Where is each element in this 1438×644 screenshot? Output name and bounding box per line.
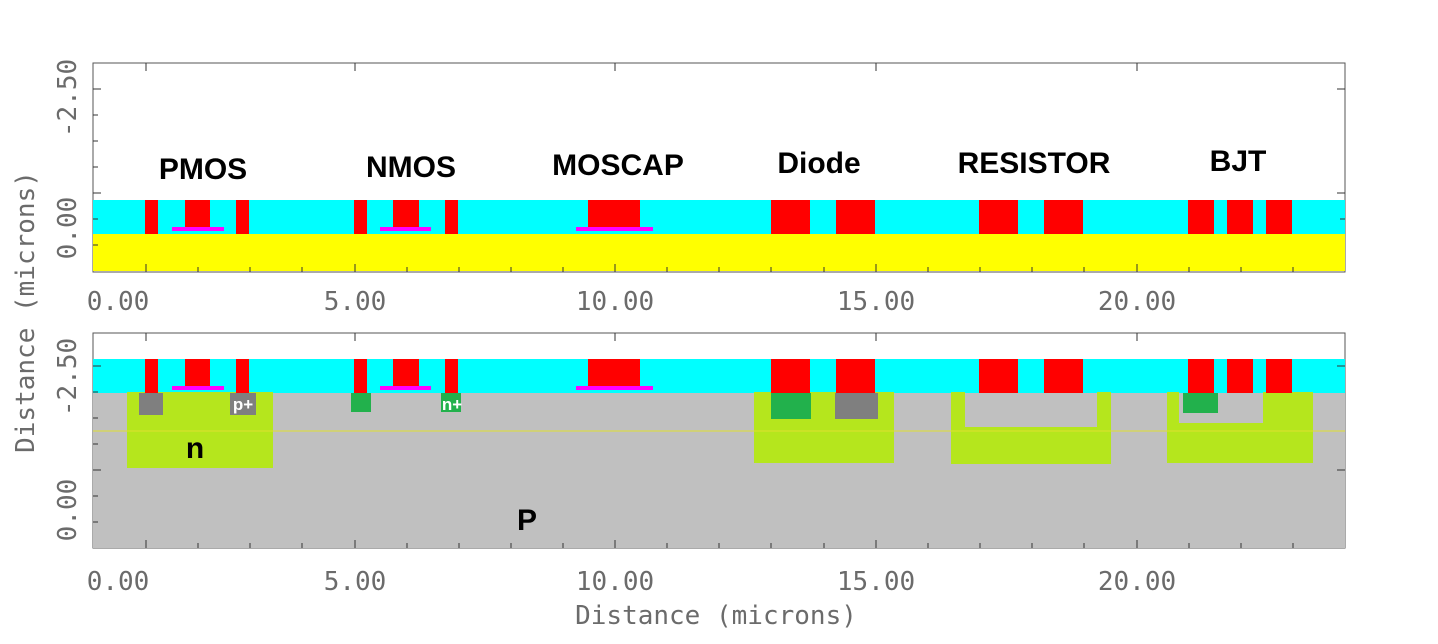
diode-contact-1: [771, 200, 810, 234]
bjt-contact-3: [1266, 200, 1292, 234]
b-pmos-drain-contact: [236, 359, 249, 393]
pmos-p-plus-source: [139, 393, 163, 415]
device-label-bjt: BJT: [1210, 145, 1267, 178]
bottom-x-tick-4: 20.00: [1098, 567, 1176, 597]
b-pmos-gate-oxide: [172, 386, 224, 390]
nmos-gate: [393, 200, 419, 228]
top-panel: PMOS NMOS MOSCAP Diode RESISTOR BJT: [53, 59, 1346, 317]
region-label-n-plus: n+: [442, 395, 462, 414]
bjt-contact-2: [1227, 200, 1253, 234]
b-bjt-contact-1: [1188, 359, 1214, 393]
moscap-gate: [588, 200, 640, 228]
bottom-substrate: [93, 392, 1345, 548]
bottom-y-tick-1: 0.00: [53, 479, 83, 542]
bottom-panel: n P p+ n+ 0.00: [53, 332, 1346, 597]
top-substrate-layer: [93, 234, 1345, 271]
nmos-source-contact: [354, 200, 367, 234]
device-label-diode: Diode: [777, 147, 860, 180]
b-bjt-contact-3: [1266, 359, 1292, 393]
top-y-tick-1: 0.00: [53, 197, 83, 260]
bottom-x-tick-3: 15.00: [837, 567, 915, 597]
bottom-x-tick-1: 5.00: [324, 567, 387, 597]
b-moscap-gate: [588, 359, 640, 387]
nmos-drain-contact: [445, 200, 458, 234]
bottom-y-tick-0: -2.50: [53, 338, 83, 416]
top-x-tick-0: 0.00: [87, 287, 150, 317]
b-bjt-contact-2: [1227, 359, 1253, 393]
diode-contact-2: [836, 200, 875, 234]
device-label-nmos: NMOS: [366, 151, 456, 184]
bjt-n-well: [1167, 392, 1313, 463]
top-oxide-layer: [93, 200, 1345, 234]
bottom-oxide-layer: [93, 359, 1345, 393]
top-x-tick-4: 20.00: [1098, 287, 1176, 317]
device-label-resistor: RESISTOR: [958, 147, 1111, 180]
b-nmos-gate-oxide: [380, 386, 431, 390]
pmos-drain-contact: [236, 200, 249, 234]
y-axis-label: Distance (microns): [11, 171, 41, 453]
diode-n-plus: [771, 393, 811, 419]
b-diode-contact-1: [771, 359, 810, 393]
b-pmos-gate: [185, 359, 210, 387]
b-diode-contact-2: [836, 359, 875, 393]
top-x-tick-1: 5.00: [324, 287, 387, 317]
resistor-contact-2: [1044, 200, 1083, 234]
bjt-contact-1: [1188, 200, 1214, 234]
x-axis-label: Distance (microns): [575, 601, 857, 631]
b-nmos-drain-contact: [445, 359, 458, 393]
region-label-p-plus: p+: [233, 395, 253, 414]
nmos-n-plus-source: [351, 393, 371, 412]
b-pmos-source-contact: [145, 359, 158, 393]
nmos-n-plus-drain: [441, 393, 461, 412]
top-x-ticks: [145, 63, 1294, 272]
pmos-gate: [185, 200, 210, 228]
resistor-n-well: [951, 392, 1111, 464]
bottom-x-tick-0: 0.00: [87, 567, 150, 597]
bottom-x-tick-2: 10.00: [576, 567, 654, 597]
b-resistor-contact-1: [979, 359, 1018, 393]
bjt-n-plus: [1183, 393, 1218, 413]
nmos-gate-oxide: [380, 227, 431, 231]
top-y-ticks: [93, 88, 1345, 246]
device-label-pmos: PMOS: [159, 153, 247, 186]
resistor-contact-1: [979, 200, 1018, 234]
diode-p-plus: [835, 393, 878, 419]
top-x-tick-3: 15.00: [837, 287, 915, 317]
region-label-p: P: [517, 504, 537, 537]
b-nmos-gate: [393, 359, 419, 387]
pmos-p-plus-drain: [230, 393, 256, 415]
top-x-tick-2: 10.00: [576, 287, 654, 317]
b-resistor-contact-2: [1044, 359, 1083, 393]
b-moscap-gate-oxide: [576, 386, 653, 390]
pmos-source-contact: [145, 200, 158, 234]
bottom-x-ticks: [145, 333, 1294, 548]
device-label-moscap: MOSCAP: [552, 149, 684, 182]
top-y-tick-0: -2.50: [53, 59, 83, 137]
pmos-gate-oxide: [172, 227, 224, 231]
region-label-n: n: [186, 432, 204, 465]
b-nmos-source-contact: [354, 359, 367, 393]
bottom-y-ticks: [93, 365, 1345, 523]
moscap-gate-oxide: [576, 227, 653, 231]
